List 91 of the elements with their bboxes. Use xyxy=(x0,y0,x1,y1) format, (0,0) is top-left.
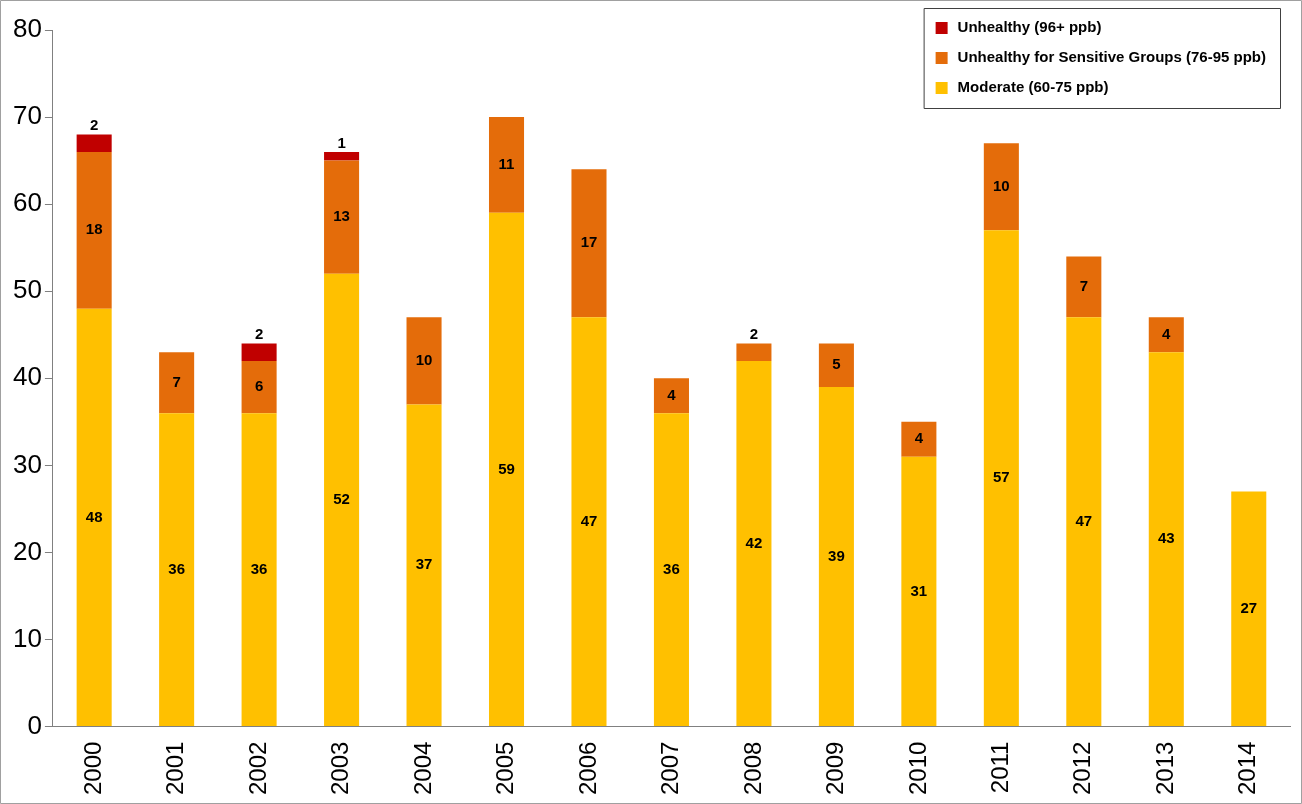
y-tick-label: 60 xyxy=(13,187,42,218)
legend-label: Unhealthy (96+ ppb) xyxy=(957,18,1102,36)
data-label: 4 xyxy=(914,429,924,447)
y-tick-label: 50 xyxy=(13,274,42,305)
x-tick-label: 2004 xyxy=(408,741,436,795)
data-label: 37 xyxy=(415,555,433,573)
bar xyxy=(1066,256,1102,318)
bar xyxy=(324,160,360,274)
bar xyxy=(1148,352,1184,727)
data-label: 52 xyxy=(333,490,350,508)
bar xyxy=(571,317,607,727)
data-label: 13 xyxy=(333,207,350,225)
data-label: 2 xyxy=(89,116,99,134)
data-label: 59 xyxy=(498,459,515,477)
x-tick-label: 2000 xyxy=(78,741,106,795)
bar xyxy=(818,343,854,388)
data-label: 4 xyxy=(667,385,677,403)
y-tick-label: 20 xyxy=(13,535,42,566)
bar xyxy=(324,273,360,727)
bar xyxy=(1231,491,1267,727)
x-tick-label: 2011 xyxy=(985,741,1013,794)
y-tick-label: 30 xyxy=(13,448,42,479)
data-label: 7 xyxy=(1079,277,1088,295)
bar xyxy=(736,360,772,727)
data-label: 57 xyxy=(993,468,1010,486)
bar xyxy=(653,413,689,727)
bar xyxy=(571,169,607,318)
bar xyxy=(488,117,525,213)
x-tick-label: 2007 xyxy=(656,741,684,795)
bar xyxy=(406,404,442,727)
y-tick-label: 10 xyxy=(13,622,42,653)
x-tick-label: 2010 xyxy=(903,741,931,795)
x-tick-label: 2002 xyxy=(243,741,271,795)
y-tick-label: 80 xyxy=(13,13,42,44)
data-label: 27 xyxy=(1240,598,1258,616)
data-label: 48 xyxy=(85,507,103,525)
bar xyxy=(1066,317,1102,727)
data-label: 5 xyxy=(832,355,841,373)
y-tick-label: 70 xyxy=(13,100,42,131)
data-label: 10 xyxy=(415,351,433,369)
bar xyxy=(901,456,937,727)
bar xyxy=(241,413,277,727)
legend-label: Moderate (60-75 ppb) xyxy=(957,78,1109,96)
x-tick-label: 2005 xyxy=(491,741,519,795)
data-label: 18 xyxy=(85,220,103,238)
y-tick-label: 0 xyxy=(27,709,42,740)
x-tick-label: 2012 xyxy=(1068,741,1096,795)
y-tick-label: 40 xyxy=(13,361,42,392)
bar xyxy=(324,151,360,161)
bar xyxy=(653,378,689,414)
bar xyxy=(406,317,442,405)
data-label: 36 xyxy=(250,559,268,577)
bar xyxy=(159,413,195,727)
legend-label: Unhealthy for Sensitive Groups (76-95 ppb) xyxy=(957,48,1266,66)
data-label: 47 xyxy=(1075,511,1093,529)
data-label: 43 xyxy=(1157,529,1175,547)
x-tick-label: 2009 xyxy=(821,741,849,795)
data-label: 6 xyxy=(254,377,264,395)
bar xyxy=(76,134,112,152)
data-label: 7 xyxy=(172,372,181,390)
bar xyxy=(1148,317,1184,353)
data-label: 4 xyxy=(1162,324,1172,342)
bar xyxy=(76,308,112,727)
x-tick-label: 2014 xyxy=(1233,741,1261,795)
data-label: 1 xyxy=(337,133,346,151)
data-label: 36 xyxy=(168,559,185,577)
bar xyxy=(159,352,195,414)
bar xyxy=(818,387,854,727)
x-tick-label: 2008 xyxy=(738,741,766,795)
data-label: 2 xyxy=(254,325,264,343)
data-label: 42 xyxy=(745,533,763,551)
bar xyxy=(241,343,277,361)
bar xyxy=(901,421,937,457)
bar xyxy=(983,230,1019,727)
bar xyxy=(76,151,112,309)
data-label: 11 xyxy=(498,155,515,173)
bar xyxy=(241,360,277,414)
data-label: 31 xyxy=(910,581,928,599)
data-label: 39 xyxy=(828,546,845,564)
x-tick-label: 2001 xyxy=(161,741,189,795)
data-label: 10 xyxy=(993,176,1010,194)
data-label: 47 xyxy=(580,511,598,529)
x-tick-label: 2003 xyxy=(326,741,354,795)
x-tick-label: 2006 xyxy=(573,741,601,795)
data-label: 2 xyxy=(749,325,759,343)
bar xyxy=(983,143,1019,231)
data-label: 36 xyxy=(663,559,680,577)
x-tick-label: 2013 xyxy=(1150,741,1178,795)
bar xyxy=(736,343,772,361)
data-label: 17 xyxy=(580,233,598,251)
bar xyxy=(488,212,525,727)
